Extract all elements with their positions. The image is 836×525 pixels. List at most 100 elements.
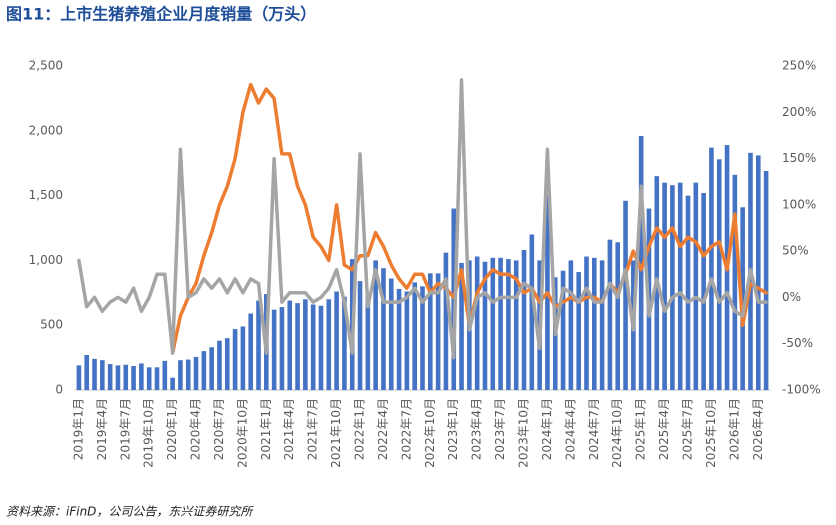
bar <box>716 159 722 390</box>
y-tick-label: 500 <box>40 318 63 332</box>
bar <box>498 257 503 390</box>
bar <box>755 155 761 390</box>
bar <box>162 360 168 390</box>
bar <box>287 300 293 390</box>
bar <box>76 365 82 390</box>
x-tick-label: 2022年4月 <box>376 398 390 460</box>
x-tick-label: 2020年1月 <box>165 398 179 460</box>
bar <box>178 360 183 390</box>
x-tick-label: 2019年10月 <box>142 398 156 468</box>
x-tick-label: 2020年7月 <box>212 398 226 460</box>
x-tick-label: 2024年1月 <box>540 398 554 460</box>
line <box>77 78 768 360</box>
bar <box>139 363 144 390</box>
bar <box>365 292 371 390</box>
x-tick-label: 2023年1月 <box>446 398 460 460</box>
x-tick-label: 2021年4月 <box>282 398 296 460</box>
bar <box>591 257 597 390</box>
x-tick-label: 2024年10月 <box>610 398 624 468</box>
bar <box>295 303 300 390</box>
y-tick-label: 1,000 <box>29 253 63 267</box>
x-tick-label: 2025年10月 <box>704 398 718 468</box>
x-tick-label: 2025年7月 <box>681 398 695 460</box>
x-tick-label: 2024年4月 <box>563 398 577 460</box>
bar <box>271 309 277 390</box>
bar <box>576 272 581 390</box>
bar <box>732 174 738 390</box>
bar <box>584 256 589 390</box>
bar <box>185 359 191 390</box>
bar <box>217 340 222 390</box>
bar <box>412 282 417 390</box>
bar <box>193 356 199 390</box>
x-tick-label: 2026年1月 <box>727 398 741 460</box>
x-tick-label: 2019年4月 <box>95 398 109 460</box>
bar <box>428 273 433 390</box>
bar <box>482 261 488 390</box>
bar <box>310 304 316 390</box>
bar <box>506 259 511 390</box>
x-tick-label: 2022年1月 <box>353 398 367 460</box>
bar <box>490 257 496 390</box>
bar <box>693 182 699 390</box>
bar <box>404 291 410 390</box>
x-tick-label: 2021年1月 <box>259 398 273 460</box>
bar <box>599 260 605 390</box>
bar <box>170 377 175 390</box>
x-tick-label: 2026年4月 <box>751 398 765 460</box>
y-tick-label: 0 <box>55 383 63 397</box>
bar <box>435 273 441 390</box>
bar <box>388 278 394 390</box>
bar <box>396 288 402 390</box>
bar <box>107 364 113 390</box>
bar <box>615 242 621 390</box>
bar <box>443 252 449 390</box>
bar <box>709 147 714 390</box>
bar <box>459 262 464 390</box>
bar <box>146 367 152 390</box>
bar <box>115 365 121 390</box>
bar <box>318 305 324 390</box>
bar <box>638 135 644 390</box>
bar <box>342 296 347 390</box>
bar <box>560 270 566 390</box>
bar <box>240 326 246 390</box>
x-tick-label: 2019年1月 <box>71 398 85 460</box>
bar <box>381 268 386 390</box>
bar <box>420 286 425 390</box>
bar <box>521 250 527 390</box>
bar <box>474 256 480 390</box>
bar <box>623 200 628 390</box>
bar <box>513 260 519 390</box>
bar <box>248 313 254 390</box>
bar <box>232 329 238 390</box>
bar <box>662 182 667 390</box>
bar <box>334 291 339 390</box>
y2-tick-label: -100% <box>782 383 821 397</box>
bar <box>303 299 308 390</box>
x-tick-label: 2024年7月 <box>587 398 601 460</box>
bar <box>279 307 285 390</box>
y-tick-label: 2,000 <box>29 123 63 137</box>
bar <box>740 207 745 390</box>
bar <box>92 358 97 390</box>
bar <box>154 367 160 390</box>
x-tick-label: 2021年7月 <box>306 398 320 460</box>
x-tick-label: 2020年4月 <box>189 398 203 460</box>
bar <box>685 195 691 390</box>
bar <box>84 355 90 390</box>
y2-tick-label: 50% <box>782 244 809 258</box>
bar <box>357 281 363 390</box>
source: 资料来源：iFinD，公司公告，东兴证券研究所 <box>6 505 254 519</box>
bar <box>123 364 129 390</box>
y2-tick-label: 250% <box>782 59 816 73</box>
bar <box>763 170 769 390</box>
y-tick-label: 1,500 <box>29 188 63 202</box>
bar <box>326 299 332 390</box>
y2-tick-label: 150% <box>782 151 816 165</box>
y2-tick-label: 200% <box>782 105 816 119</box>
bar <box>670 185 675 390</box>
bar <box>256 300 261 390</box>
chart-title: 图11：上市生猪养殖企业月度销量（万头） <box>6 5 316 24</box>
